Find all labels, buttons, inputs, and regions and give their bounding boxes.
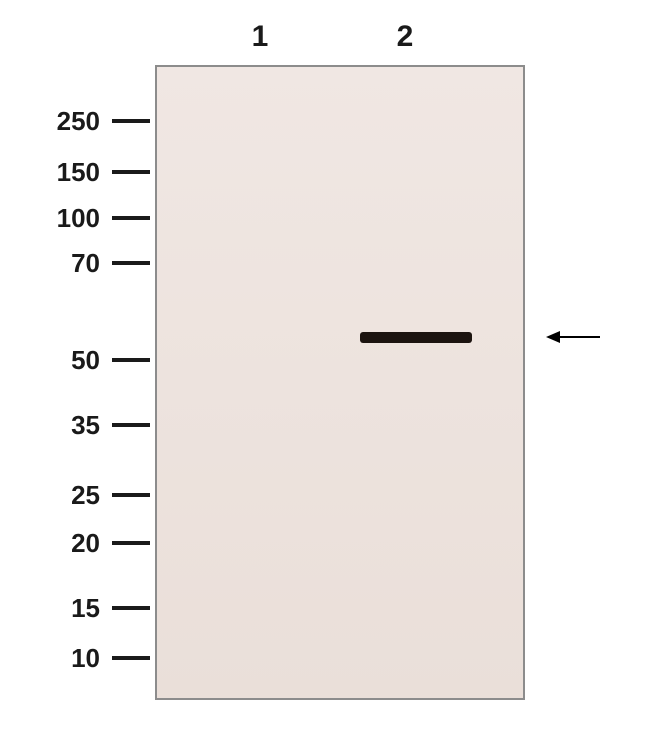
lane-label-2: 2 bbox=[385, 20, 425, 54]
mw-tick-25 bbox=[112, 493, 150, 497]
mw-tick-100 bbox=[112, 216, 150, 220]
mw-tick-20 bbox=[112, 541, 150, 545]
mw-label-35: 35 bbox=[20, 410, 100, 441]
mw-tick-15 bbox=[112, 606, 150, 610]
arrow-line bbox=[558, 336, 600, 338]
mw-tick-10 bbox=[112, 656, 150, 660]
mw-label-20: 20 bbox=[20, 528, 100, 559]
mw-label-250: 250 bbox=[20, 106, 100, 137]
band-lane2-55kda bbox=[360, 332, 472, 343]
mw-label-15: 15 bbox=[20, 593, 100, 624]
mw-tick-150 bbox=[112, 170, 150, 174]
mw-label-150: 150 bbox=[20, 157, 100, 188]
mw-label-100: 100 bbox=[20, 203, 100, 234]
mw-tick-250 bbox=[112, 119, 150, 123]
mw-tick-50 bbox=[112, 358, 150, 362]
mw-label-10: 10 bbox=[20, 643, 100, 674]
mw-label-70: 70 bbox=[20, 248, 100, 279]
mw-label-25: 25 bbox=[20, 480, 100, 511]
blot-membrane bbox=[155, 65, 525, 700]
mw-tick-70 bbox=[112, 261, 150, 265]
mw-label-50: 50 bbox=[20, 345, 100, 376]
mw-tick-35 bbox=[112, 423, 150, 427]
lane-label-1: 1 bbox=[240, 20, 280, 54]
band-indicator-arrow bbox=[546, 331, 600, 343]
